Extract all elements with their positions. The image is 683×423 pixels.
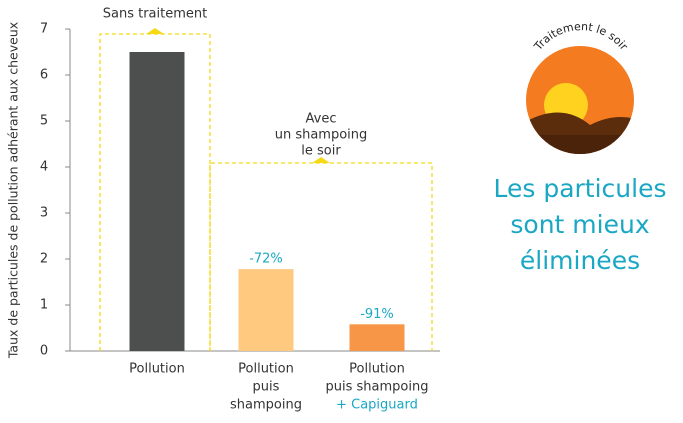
badge: Traitement le soir xyxy=(520,20,640,165)
bar xyxy=(239,269,294,351)
x-tick-label: Pollution xyxy=(349,362,405,377)
y-tick-label: 1 xyxy=(40,298,48,313)
x-tick-label: puis shampoing xyxy=(326,380,429,395)
bracket-label: le soir xyxy=(301,144,341,159)
headline: sont mieux xyxy=(510,210,649,239)
headline: éliminées xyxy=(520,246,640,275)
bar xyxy=(130,52,185,351)
y-tick-label: 4 xyxy=(40,160,48,175)
y-tick-label: 0 xyxy=(40,344,48,359)
y-tick-label: 2 xyxy=(40,252,48,267)
y-tick-label: 5 xyxy=(40,114,48,129)
bar-annotation: -72% xyxy=(249,252,283,267)
x-tick-label: shampoing xyxy=(230,398,302,413)
bar xyxy=(350,324,405,351)
y-tick-label: 3 xyxy=(40,206,48,221)
bar-annotation: -91% xyxy=(360,307,394,322)
bracket-label: un shampoing xyxy=(275,128,368,143)
x-tick-label: Pollution xyxy=(129,362,185,377)
chart: Taux de particules de pollution adhérant… xyxy=(0,0,683,423)
x-tick-label: puis xyxy=(253,380,280,395)
headline: Les particules xyxy=(494,174,667,203)
x-tick-label: + Capiguard xyxy=(336,398,418,413)
bracket-marker xyxy=(146,28,164,34)
y-axis-label: Taux de particules de pollution adhérant… xyxy=(6,22,21,359)
x-tick-label: Pollution xyxy=(238,362,294,377)
y-tick-label: 6 xyxy=(40,68,48,83)
y-tick-label: 7 xyxy=(40,22,48,37)
bracket-label: Sans traitement xyxy=(103,7,207,22)
bracket-label: Avec xyxy=(306,112,337,127)
